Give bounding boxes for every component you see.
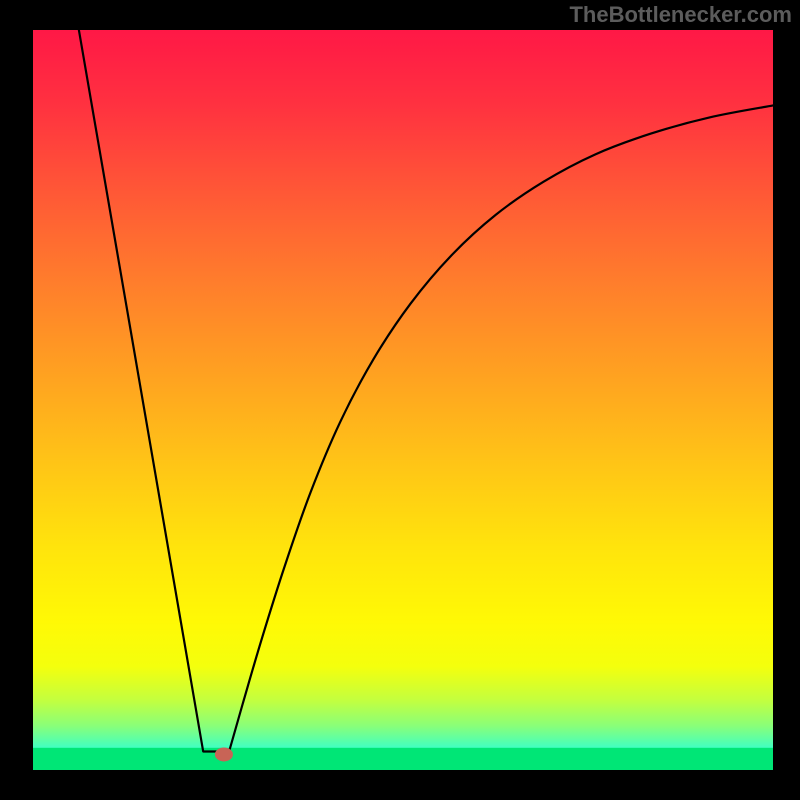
- chart-svg: [0, 0, 800, 800]
- watermark-text: TheBottlenecker.com: [569, 2, 792, 28]
- chart-canvas: TheBottlenecker.com: [0, 0, 800, 800]
